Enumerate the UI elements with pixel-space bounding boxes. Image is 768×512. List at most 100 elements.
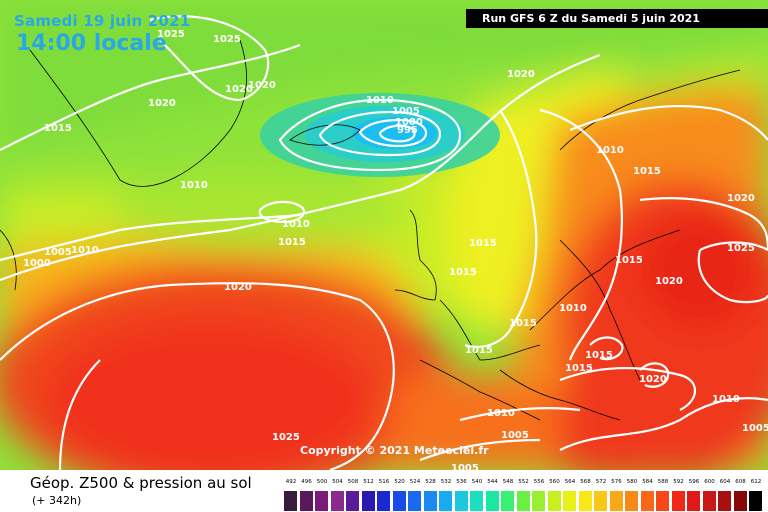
isobar-label: 1020 bbox=[148, 98, 176, 109]
legend-swatch bbox=[516, 491, 530, 511]
legend-swatch bbox=[578, 491, 592, 511]
legend-tick-label: 500 bbox=[316, 479, 328, 485]
legend-swatch bbox=[563, 491, 576, 511]
legend-tick-label: 508 bbox=[347, 479, 359, 485]
legend-tick-label: 584 bbox=[642, 479, 653, 485]
legend-swatch bbox=[687, 491, 700, 511]
legend-swatch bbox=[470, 491, 483, 511]
isobar-label: 1020 bbox=[655, 276, 683, 287]
legend-tick-label: 512 bbox=[363, 479, 374, 485]
legend-swatch bbox=[423, 491, 437, 511]
legend-tick-label: 572 bbox=[595, 479, 607, 485]
legend-swatch bbox=[733, 491, 747, 511]
legend-swatch bbox=[485, 491, 499, 511]
isobar-label: 1010 bbox=[487, 408, 515, 419]
isobar-label: 1005 bbox=[451, 463, 479, 470]
isobar-label: 1010 bbox=[559, 303, 587, 314]
legend-tick-label: 524 bbox=[409, 479, 421, 485]
isobar-label: 1015 bbox=[469, 238, 497, 249]
isobar-label: 1020 bbox=[727, 193, 755, 204]
isobar-label: 1000 bbox=[23, 258, 51, 269]
legend-tick-label: 564 bbox=[564, 479, 576, 485]
legend-swatch bbox=[656, 491, 669, 511]
map-area: 1025 1025 1020 1020 1020 1015 1010 1005 … bbox=[0, 0, 768, 470]
isobar-label: 1025 bbox=[727, 243, 755, 254]
legend-tick-label: 560 bbox=[549, 479, 560, 485]
legend-tick-label: 588 bbox=[657, 479, 669, 485]
legend-swatch bbox=[346, 491, 359, 511]
legend-tick-label: 516 bbox=[378, 479, 390, 485]
legend-tick-label: 608 bbox=[735, 479, 746, 485]
isobar-label: 1010 bbox=[180, 180, 208, 191]
legend-tick-label: 520 bbox=[394, 479, 405, 485]
isobar-label: 1010 bbox=[71, 245, 99, 256]
isobar-label: 1020 bbox=[225, 84, 253, 95]
isobar-label: 1025 bbox=[272, 432, 300, 443]
isobar-label: 1010 bbox=[366, 95, 394, 106]
legend-swatch bbox=[377, 491, 390, 511]
legend-tick-label: 504 bbox=[332, 479, 343, 485]
legend-swatch bbox=[625, 491, 638, 511]
legend-tick-label: 568 bbox=[580, 479, 591, 485]
run-info-box bbox=[466, 9, 768, 28]
legend-swatch bbox=[749, 491, 762, 511]
legend-swatch bbox=[501, 491, 514, 511]
legend-tick-label: 528 bbox=[425, 479, 436, 485]
legend-tick-label: 600 bbox=[704, 479, 715, 485]
isobar-lines bbox=[0, 15, 768, 470]
isobar-label: 1020 bbox=[224, 282, 252, 293]
isobar-label: 1025 bbox=[157, 29, 185, 40]
legend-tick-label: 496 bbox=[301, 479, 312, 485]
legend-swatch bbox=[439, 491, 452, 511]
legend-tick-label: 552 bbox=[518, 479, 529, 485]
isobar-label: 1025 bbox=[213, 34, 241, 45]
isobar-label: 1005 bbox=[742, 423, 768, 434]
legend-tick-label: 556 bbox=[533, 479, 545, 485]
map-footer: Géop. Z500 & pression au sol (+ 342h) 49… bbox=[0, 470, 768, 512]
legend-swatch bbox=[330, 491, 344, 511]
isobar-label: 1015 bbox=[633, 166, 661, 177]
isobar-label: 1015 bbox=[509, 318, 537, 329]
isobar-label: 1005 bbox=[392, 106, 420, 117]
legend-tick-label: 596 bbox=[688, 479, 700, 485]
legend-tick-label: 612 bbox=[750, 479, 762, 485]
legend-tick-label: 540 bbox=[471, 479, 483, 485]
legend-swatch bbox=[671, 491, 685, 511]
product-title: Géop. Z500 & pression au sol bbox=[30, 474, 252, 492]
valid-time: 14:00 locale bbox=[16, 31, 167, 56]
legend-swatch bbox=[315, 491, 328, 511]
legend-swatch bbox=[361, 491, 375, 511]
legend-swatch bbox=[547, 491, 561, 511]
isobar-label: 1015 bbox=[465, 345, 493, 356]
legend-swatch bbox=[392, 491, 406, 511]
legend-tick-label: 492 bbox=[285, 479, 297, 485]
legend-tick-label: 532 bbox=[440, 479, 452, 485]
isobar-label: 1020 bbox=[639, 374, 667, 385]
legend-swatch bbox=[594, 491, 607, 511]
copyright-notice: Copyright © 2021 Meteociel.fr bbox=[300, 444, 489, 457]
legend-swatch bbox=[284, 491, 297, 511]
geopotential-field bbox=[0, 0, 768, 470]
isobar-label: 1005 bbox=[501, 430, 529, 441]
valid-date: Samedi 19 juin 2021 bbox=[14, 12, 191, 30]
legend-tick-label: 592 bbox=[673, 479, 684, 485]
legend-swatch bbox=[640, 491, 654, 511]
legend-swatch bbox=[299, 491, 313, 511]
isobar-label: 1020 bbox=[507, 69, 535, 80]
legend-tick-label: 548 bbox=[502, 479, 514, 485]
legend-tick-label: 544 bbox=[487, 479, 498, 485]
isobar-label: 1015 bbox=[565, 363, 593, 374]
legend-tick-label: 536 bbox=[456, 479, 467, 485]
isobar-label: 1015 bbox=[44, 123, 72, 134]
isobar-label: 1000 bbox=[395, 117, 423, 128]
isobar-label: 1010 bbox=[282, 219, 310, 230]
isobar-label: 1010 bbox=[596, 145, 624, 156]
legend-tick-label: 576 bbox=[611, 479, 622, 485]
isobar-label: 1015 bbox=[585, 350, 613, 361]
isobar-label: 1010 bbox=[712, 394, 740, 405]
legend-tick-label: 580 bbox=[626, 479, 638, 485]
legend-swatch bbox=[408, 491, 421, 511]
isobar-label: 1015 bbox=[615, 255, 643, 266]
legend-swatch bbox=[454, 491, 468, 511]
